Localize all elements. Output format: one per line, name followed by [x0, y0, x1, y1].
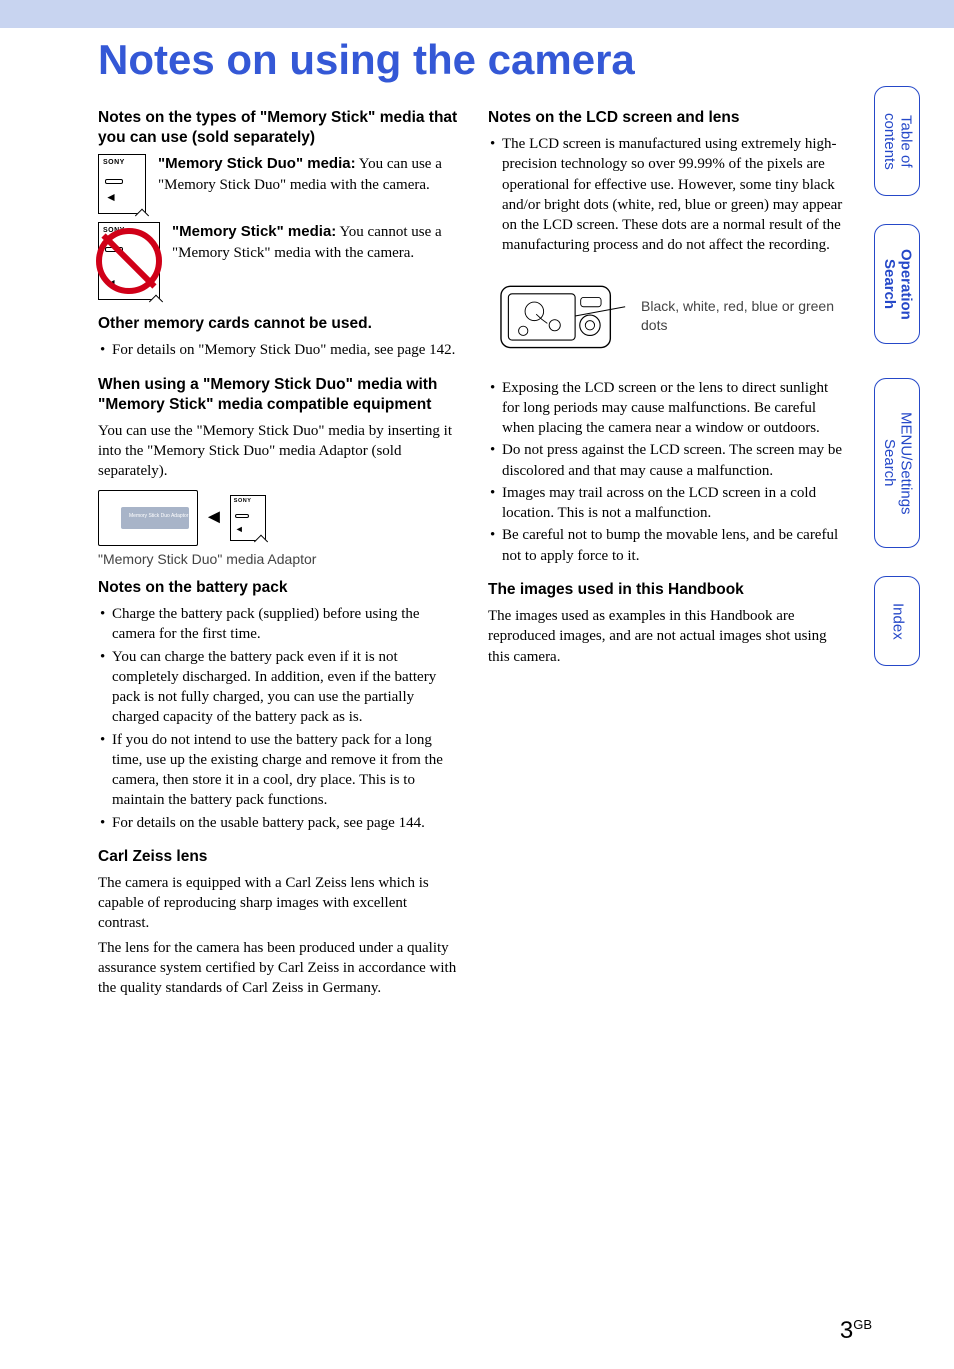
heading-memory-stick-types: Notes on the types of "Memory Stick" med… [98, 108, 458, 148]
list-item: You can charge the battery pack even if … [98, 647, 458, 728]
camera-dots-figure: Black, white, red, blue or green dots [488, 266, 848, 366]
adaptor-caption: "Memory Stick Duo" media Adaptor [98, 550, 458, 568]
adaptor-text: You can use the "Memory Stick Duo" media… [98, 421, 458, 482]
prohibit-icon [96, 228, 162, 294]
header-bar [0, 0, 954, 28]
heading-other-cards: Other memory cards cannot be used. [98, 314, 458, 334]
tab-operation-search[interactable]: Operation Search [874, 224, 920, 344]
carl-zeiss-p2: The lens for the camera has been produce… [98, 938, 458, 999]
tab-index[interactable]: Index [874, 576, 920, 666]
carl-zeiss-p1: The camera is equipped with a Carl Zeiss… [98, 873, 458, 934]
list-item: The LCD screen is manufactured using ext… [488, 134, 848, 256]
list-item: For details on "Memory Stick Duo" media,… [98, 340, 458, 360]
memory-stick-duo-row: SONY ◄ "Memory Stick Duo" media: You can… [98, 154, 458, 214]
list-item: Do not press against the LCD screen. The… [488, 440, 848, 481]
heading-images-handbook: The images used in this Handbook [488, 580, 848, 600]
list-item: Be careful not to bump the movable lens,… [488, 525, 848, 566]
heading-adaptor: When using a "Memory Stick Duo" media wi… [98, 375, 458, 415]
heading-lcd-lens: Notes on the LCD screen and lens [488, 108, 848, 128]
camera-illustration-icon [488, 266, 627, 366]
list-item: Charge the battery pack (supplied) befor… [98, 604, 458, 645]
list-item: For details on the usable battery pack, … [98, 813, 458, 833]
memory-stick-duo-small-icon: SONY ◄ [230, 495, 266, 541]
arrow-left-icon: ◄ [204, 504, 224, 531]
other-cards-list: For details on "Memory Stick Duo" media,… [98, 340, 458, 360]
page-number: 3GB [840, 1317, 872, 1345]
lcd-list-1: The LCD screen is manufactured using ext… [488, 134, 848, 256]
adaptor-icon: Memory Stick Duo Adaptor [98, 490, 198, 546]
right-column: Notes on the LCD screen and lens The LCD… [488, 108, 848, 1002]
heading-carl-zeiss: Carl Zeiss lens [98, 847, 458, 867]
sony-brand-label: SONY [103, 158, 125, 167]
battery-list: Charge the battery pack (supplied) befor… [98, 604, 458, 833]
content-area: Notes on the types of "Memory Stick" med… [98, 108, 848, 1002]
memory-stick-duo-text: "Memory Stick Duo" media: You can use a … [158, 154, 458, 195]
memory-stick-duo-icon: SONY ◄ [98, 154, 146, 214]
adaptor-figure: Memory Stick Duo Adaptor ◄ SONY ◄ [98, 490, 458, 546]
tab-table-of-contents[interactable]: Table of contents [874, 86, 920, 196]
images-handbook-text: The images used as examples in this Hand… [488, 606, 848, 667]
memory-stick-row: SONY ◄ "Memory Stick" media: You cannot … [98, 222, 458, 300]
memory-stick-text: "Memory Stick" media: You cannot use a "… [172, 222, 458, 263]
tab-menu-settings-search[interactable]: MENU/Settings Search [874, 378, 920, 548]
left-column: Notes on the types of "Memory Stick" med… [98, 108, 458, 1002]
lcd-list-2: Exposing the LCD screen or the lens to d… [488, 378, 848, 566]
memory-stick-prohibited-icon: SONY ◄ [98, 222, 160, 300]
heading-battery: Notes on the battery pack [98, 578, 458, 598]
list-item: If you do not intend to use the battery … [98, 730, 458, 811]
dots-caption: Black, white, red, blue or green dots [641, 297, 848, 333]
page-title: Notes on using the camera [98, 36, 635, 84]
list-item: Images may trail across on the LCD scree… [488, 483, 848, 524]
list-item: Exposing the LCD screen or the lens to d… [488, 378, 848, 439]
side-tabs: Table of contents Operation Search MENU/… [874, 86, 920, 666]
